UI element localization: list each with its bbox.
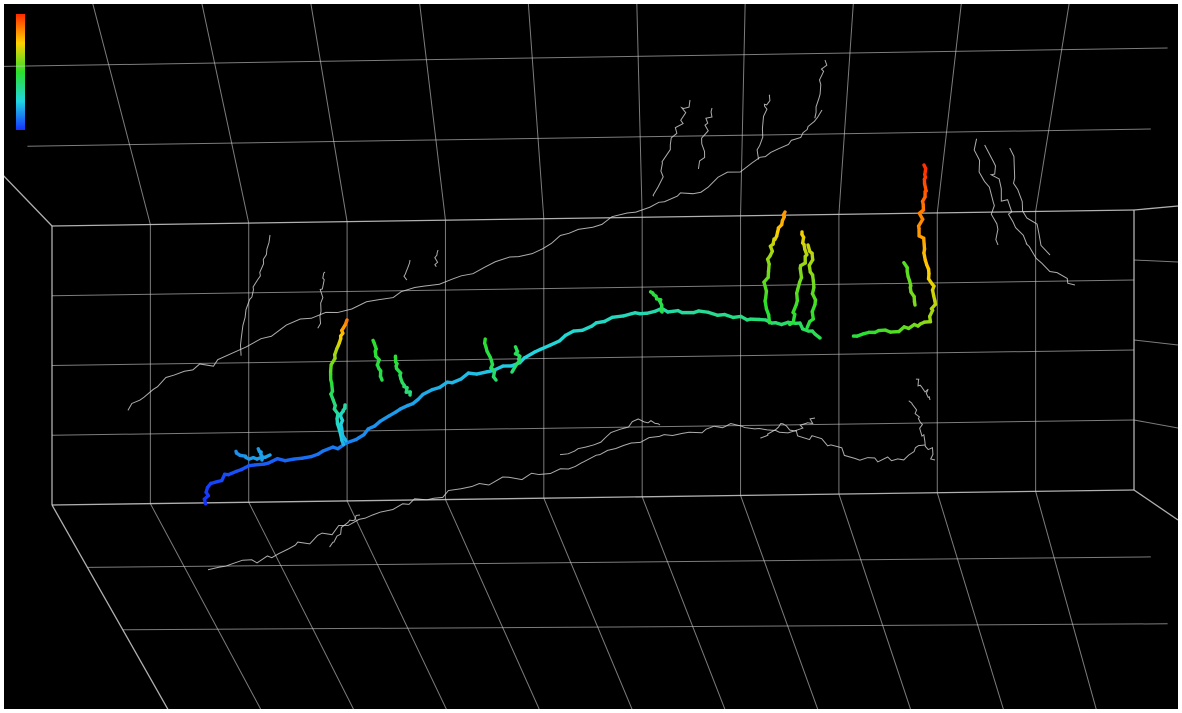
projection-trace [652, 99, 691, 197]
grid-line [51, 279, 1135, 297]
projection-trace [973, 138, 999, 246]
grid-line [1035, 491, 1097, 709]
grid-line [149, 503, 262, 709]
projection-trace [760, 417, 816, 439]
path-segment [610, 314, 625, 319]
grid-line [444, 499, 540, 709]
path-segment [378, 414, 391, 424]
path-segment [781, 210, 787, 217]
projection-trace [697, 107, 713, 170]
path-segment [522, 350, 537, 360]
path-segment [548, 339, 562, 347]
grid-line [51, 209, 1135, 227]
grid-line [1035, 4, 1070, 212]
bounding-box-grid [4, 4, 1178, 709]
path-segment [813, 332, 822, 340]
colored-3d-path [202, 163, 938, 506]
grid-line [740, 495, 819, 709]
projection-trace [317, 271, 326, 329]
projection-trace [984, 144, 1076, 286]
grid-line [346, 500, 447, 709]
projection-trace [240, 234, 271, 356]
grid-line [936, 4, 962, 213]
grid-line [641, 496, 726, 709]
scene-canvas[interactable] [4, 4, 1178, 709]
path-segment [510, 369, 515, 374]
grid-line [122, 623, 1168, 631]
grid-line [1133, 339, 1178, 346]
grid-line [1133, 489, 1178, 521]
grid-line [51, 349, 1135, 366]
grid-line [1133, 419, 1178, 429]
grid-line [1133, 205, 1178, 211]
projection-trace [756, 94, 771, 160]
grid-line [838, 493, 912, 709]
grid-line [1133, 259, 1178, 263]
grid-line [92, 4, 151, 225]
projection-trace [403, 259, 411, 281]
grid-line [201, 4, 250, 224]
grid-line [936, 492, 1004, 709]
3d-view[interactable] [4, 4, 1178, 709]
grid-line [4, 47, 1168, 67]
grid-line [27, 128, 1151, 147]
projection-trace [560, 418, 661, 456]
projection-trace [814, 59, 828, 119]
projection-trace [908, 400, 936, 461]
path-segment [474, 370, 489, 376]
grid-line [838, 4, 854, 215]
path-projections [127, 59, 1076, 571]
grid-line [4, 175, 53, 227]
path-segment [263, 453, 272, 460]
projection-trace [1009, 147, 1051, 256]
grid-line [51, 419, 1135, 436]
path-segment [912, 300, 917, 307]
colorbar [16, 14, 25, 130]
grid-line [87, 556, 1151, 568]
path-segment [922, 163, 928, 171]
path-segment [806, 243, 812, 254]
projection-trace [434, 249, 439, 268]
grid-line [419, 4, 446, 221]
projection-trace [915, 378, 931, 401]
grid-line [51, 504, 169, 709]
projection-trace [207, 423, 926, 571]
projection-trace [329, 514, 361, 548]
grid-line [740, 4, 746, 216]
projection-trace [127, 109, 823, 411]
path-segment [538, 343, 552, 352]
path-segment [659, 309, 664, 314]
grid-line [527, 4, 545, 219]
grid-line [310, 4, 348, 222]
path-segment [260, 455, 265, 462]
grid-line [51, 489, 1135, 506]
grid-line [248, 502, 354, 709]
grid-line [636, 4, 643, 218]
grid-line [543, 497, 633, 709]
path-segment [491, 375, 498, 382]
path-segment [321, 445, 335, 453]
path-segment [378, 374, 384, 382]
